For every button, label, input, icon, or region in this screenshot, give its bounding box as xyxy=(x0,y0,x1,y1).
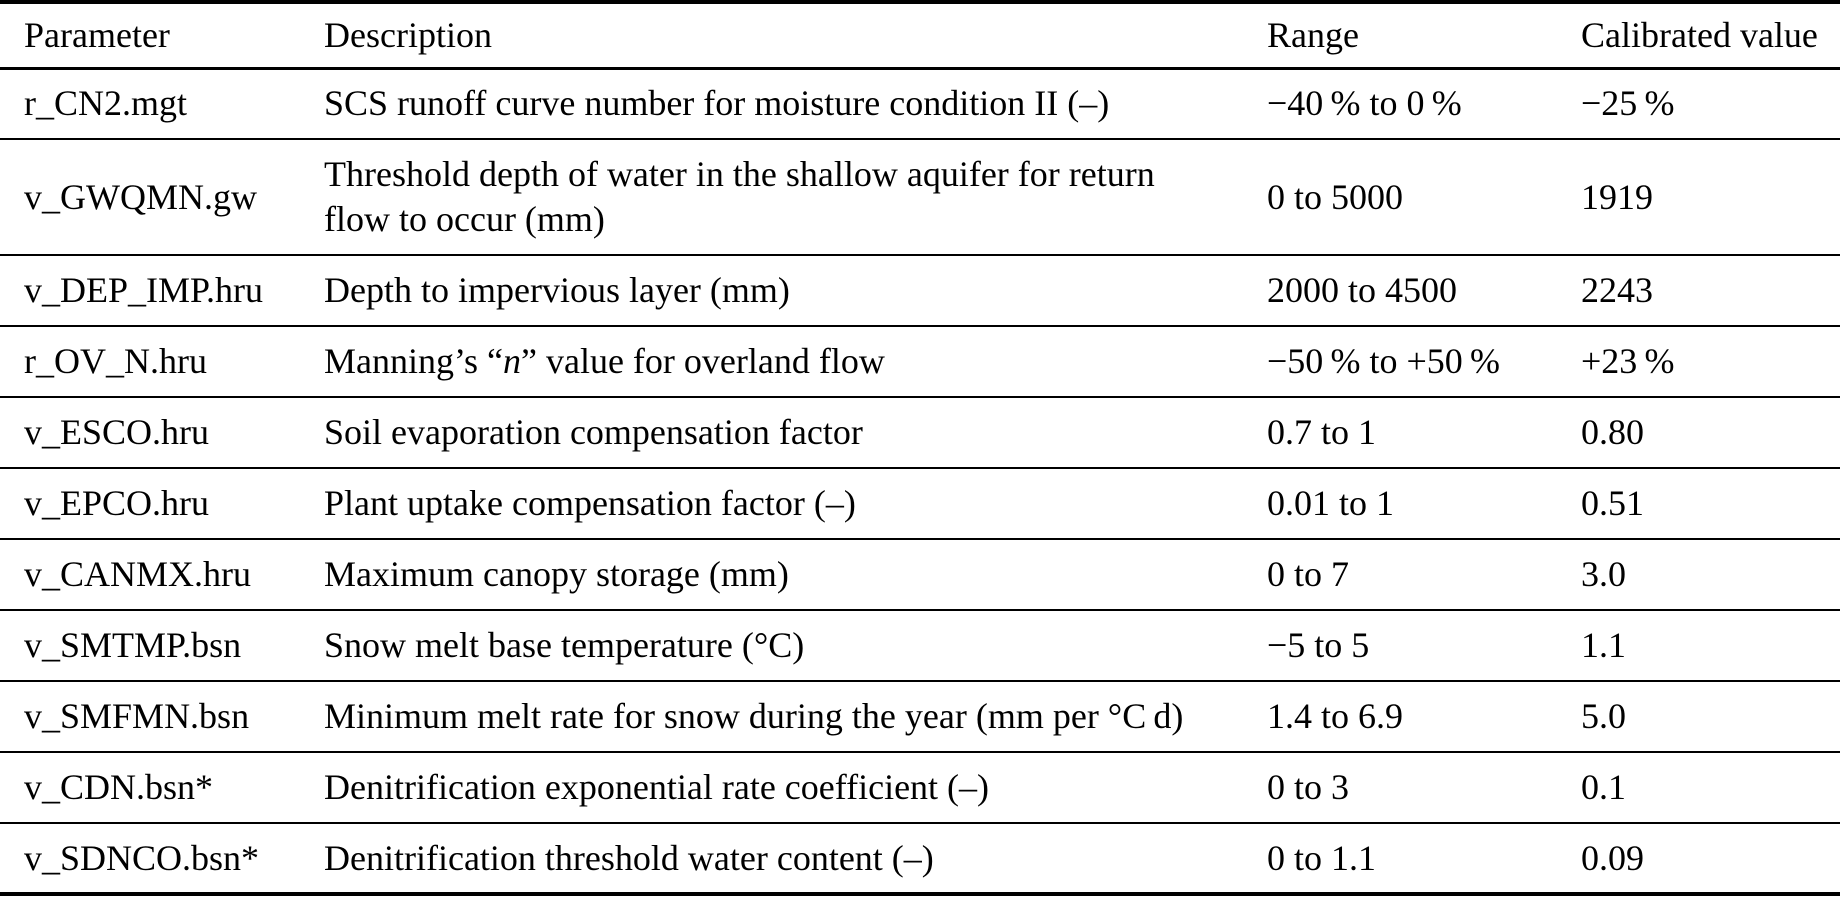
description-cell: Snow melt base temperature (°C) xyxy=(324,609,1267,681)
table-row: r_CN2.mgt SCS runoff curve number for moi… xyxy=(0,68,1840,139)
parameter-cell: v_SDNCO.bsn* xyxy=(0,822,324,894)
description-cell: Maximum canopy storage (mm) xyxy=(324,538,1267,610)
description-cell: Minimum melt rate for snow during the ye… xyxy=(324,680,1267,752)
parameter-cell: v_ESCO.hru xyxy=(0,396,324,468)
calibrated-value-cell: 1919 xyxy=(1581,138,1840,255)
table-row: v_ESCO.hru Soil evaporation compensation … xyxy=(0,396,1840,468)
description-cell: Threshold depth of water in the shallow … xyxy=(324,138,1267,255)
description-cell: Soil evaporation compensation factor xyxy=(324,396,1267,468)
column-header-parameter: Parameter xyxy=(0,2,324,70)
description-segment: Soil evaporation compensation factor xyxy=(324,412,863,452)
table-row: v_CANMX.hru Maximum canopy storage (mm) 0 … xyxy=(0,538,1840,610)
calibrated-value-cell: 3.0 xyxy=(1581,538,1840,610)
description-segment: Minimum melt rate for snow during the ye… xyxy=(324,696,1184,736)
description-cell: SCS runoff curve number for moisture con… xyxy=(324,68,1267,139)
table-row: v_GWQMN.gw Threshold depth of water in th… xyxy=(0,138,1840,255)
table-row: v_SDNCO.bsn* Denitrification threshold wa… xyxy=(0,822,1840,894)
column-header-calibrated-value: Calibrated value xyxy=(1581,2,1840,70)
parameter-cell: v_SMTMP.bsn xyxy=(0,609,324,681)
calibrated-value-cell: 0.09 xyxy=(1581,822,1840,894)
range-cell: 0 to 5000 xyxy=(1267,138,1581,255)
calibrated-value-cell: 0.51 xyxy=(1581,467,1840,539)
parameter-cell: r_CN2.mgt xyxy=(24,83,188,124)
description-segment: Denitrification exponential rate coeffic… xyxy=(324,767,990,807)
table-row: v_CDN.bsn* Denitrification exponential ra… xyxy=(0,751,1840,823)
description-segment: Denitrification threshold water content … xyxy=(324,837,934,878)
range-cell: −40 % to 0 % xyxy=(1267,83,1462,124)
table-row: v_SMFMN.bsn Minimum melt rate for snow du… xyxy=(0,680,1840,752)
parameter-cell: v_GWQMN.gw xyxy=(0,138,324,255)
table-row: v_SMTMP.bsn Snow melt base temperature (°… xyxy=(0,609,1840,681)
range-cell: 0 to 1.1 xyxy=(1267,822,1581,894)
range-cell: 2000 to 4500 xyxy=(1267,254,1581,326)
range-cell: 0.7 to 1 xyxy=(1267,396,1581,468)
description-segment: SCS runoff curve number for moisture con… xyxy=(324,83,1110,124)
parameter-cell: v_CANMX.hru xyxy=(0,538,324,610)
column-header-range: Range xyxy=(1267,2,1581,70)
description-cell: Denitrification threshold water content … xyxy=(324,822,1267,894)
parameter-cell: v_CDN.bsn* xyxy=(0,751,324,823)
description-segment: Depth to impervious layer (mm) xyxy=(324,270,790,310)
description-segment: Manning’s “ xyxy=(324,341,503,381)
description-cell: Denitrification exponential rate coeffic… xyxy=(324,751,1267,823)
parameter-cell: v_DEP_IMP.hru xyxy=(0,254,324,326)
range-cell: 0.01 to 1 xyxy=(1267,467,1581,539)
parameter-cell: r_OV_N.hru xyxy=(0,325,324,397)
calibrated-value-cell: −25 % xyxy=(1581,83,1675,124)
description-cell: Plant uptake compensation factor (–) xyxy=(324,467,1267,539)
description-segment: Maximum canopy storage (mm) xyxy=(324,554,789,594)
description-cell: Depth to impervious layer (mm) xyxy=(324,254,1267,326)
table-row: v_EPCO.hru Plant uptake compensation fact… xyxy=(0,467,1840,539)
table-row: v_DEP_IMP.hru Depth to impervious layer (… xyxy=(0,254,1840,326)
description-italic-segment: n xyxy=(502,341,521,381)
range-cell: −50 % to +50 % xyxy=(1267,325,1581,397)
table-body: r_CN2.mgt SCS runoff curve number for moi… xyxy=(0,68,1840,894)
calibrated-value-cell: +23 % xyxy=(1581,325,1840,397)
range-cell: −5 to 5 xyxy=(1267,609,1581,681)
table-header: Parameter Description Range Calibrated v… xyxy=(0,2,1840,70)
description-cell: Manning’s “n” value for overland flow xyxy=(324,325,1267,397)
calibrated-value-cell: 2243 xyxy=(1581,254,1840,326)
range-cell: 0 to 7 xyxy=(1267,538,1581,610)
table-row: r_OV_N.hru Manning’s “n” value for overla… xyxy=(0,325,1840,397)
parameter-cell: v_SMFMN.bsn xyxy=(0,680,324,752)
parameter-cell: v_EPCO.hru xyxy=(0,467,324,539)
calibrated-value-cell: 1.1 xyxy=(1581,609,1840,681)
column-header-description: Description xyxy=(324,2,1267,70)
description-segment: Snow melt base temperature (°C) xyxy=(324,625,805,665)
range-cell: 0 to 3 xyxy=(1267,751,1581,823)
description-segment: ” value for overland flow xyxy=(520,341,885,381)
description-segment: Plant uptake compensation factor (–) xyxy=(324,483,856,523)
range-cell: 1.4 to 6.9 xyxy=(1267,680,1581,752)
description-segment: Threshold depth of water in the shallow … xyxy=(324,154,1155,239)
calibrated-value-cell: 0.1 xyxy=(1581,751,1840,823)
calibrated-value-cell: 5.0 xyxy=(1581,680,1840,752)
calibrated-value-cell: 0.80 xyxy=(1581,396,1840,468)
header-row: Parameter Description Range Calibrated v… xyxy=(0,2,1840,70)
